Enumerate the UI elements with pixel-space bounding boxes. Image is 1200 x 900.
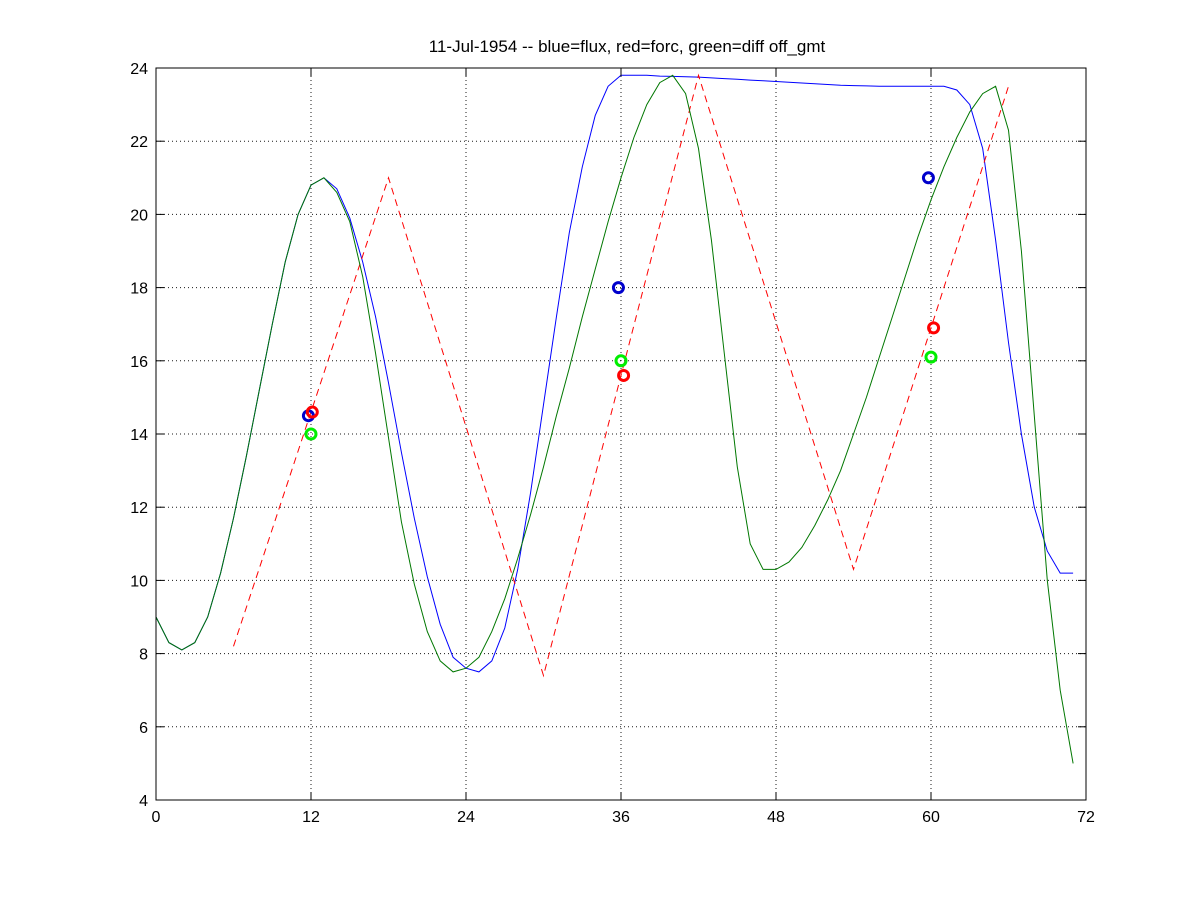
- x-tick-label: 12: [302, 809, 320, 826]
- y-tick-label: 18: [130, 281, 148, 298]
- forc-line: [233, 73, 1009, 678]
- y-tick-label: 20: [130, 207, 148, 224]
- diff-line: [155, 74, 1074, 764]
- x-tick-label: 24: [457, 809, 475, 826]
- grid-lines: [156, 68, 1086, 800]
- data-marker: [921, 171, 935, 185]
- y-tick-label: 16: [130, 354, 148, 371]
- y-tick-label: 24: [130, 61, 148, 78]
- y-tick-label: 14: [130, 427, 148, 444]
- data-marker: [927, 321, 941, 335]
- data-marker: [924, 350, 938, 364]
- x-tick-label: 72: [1077, 809, 1095, 826]
- x-tick-label: 36: [612, 809, 630, 826]
- data-marker: [611, 281, 625, 295]
- y-tick-label: 22: [130, 134, 148, 151]
- axis-ticks: 0 12 24 36 48 60 72 4 6 8 10 12 14 16 18 20 22 24: [130, 61, 1095, 826]
- data-marker: [617, 368, 631, 382]
- y-tick-label: 12: [130, 500, 148, 517]
- y-tick-label: 4: [139, 793, 148, 810]
- data-markers: [301, 171, 941, 441]
- y-tick-label: 8: [139, 647, 148, 664]
- x-tick-label: 48: [767, 809, 785, 826]
- data-marker: [614, 354, 628, 368]
- series-lines: [155, 73, 1074, 764]
- x-tick-label: 60: [922, 809, 940, 826]
- flux-line: [155, 74, 1074, 673]
- data-marker: [304, 427, 318, 441]
- chart-title: 11-Jul-1954 -- blue=flux, red=forc, gree…: [429, 37, 826, 56]
- y-tick-label: 6: [139, 720, 148, 737]
- y-tick-label: 10: [130, 573, 148, 590]
- data-marker: [305, 405, 319, 419]
- x-tick-label: 0: [152, 809, 161, 826]
